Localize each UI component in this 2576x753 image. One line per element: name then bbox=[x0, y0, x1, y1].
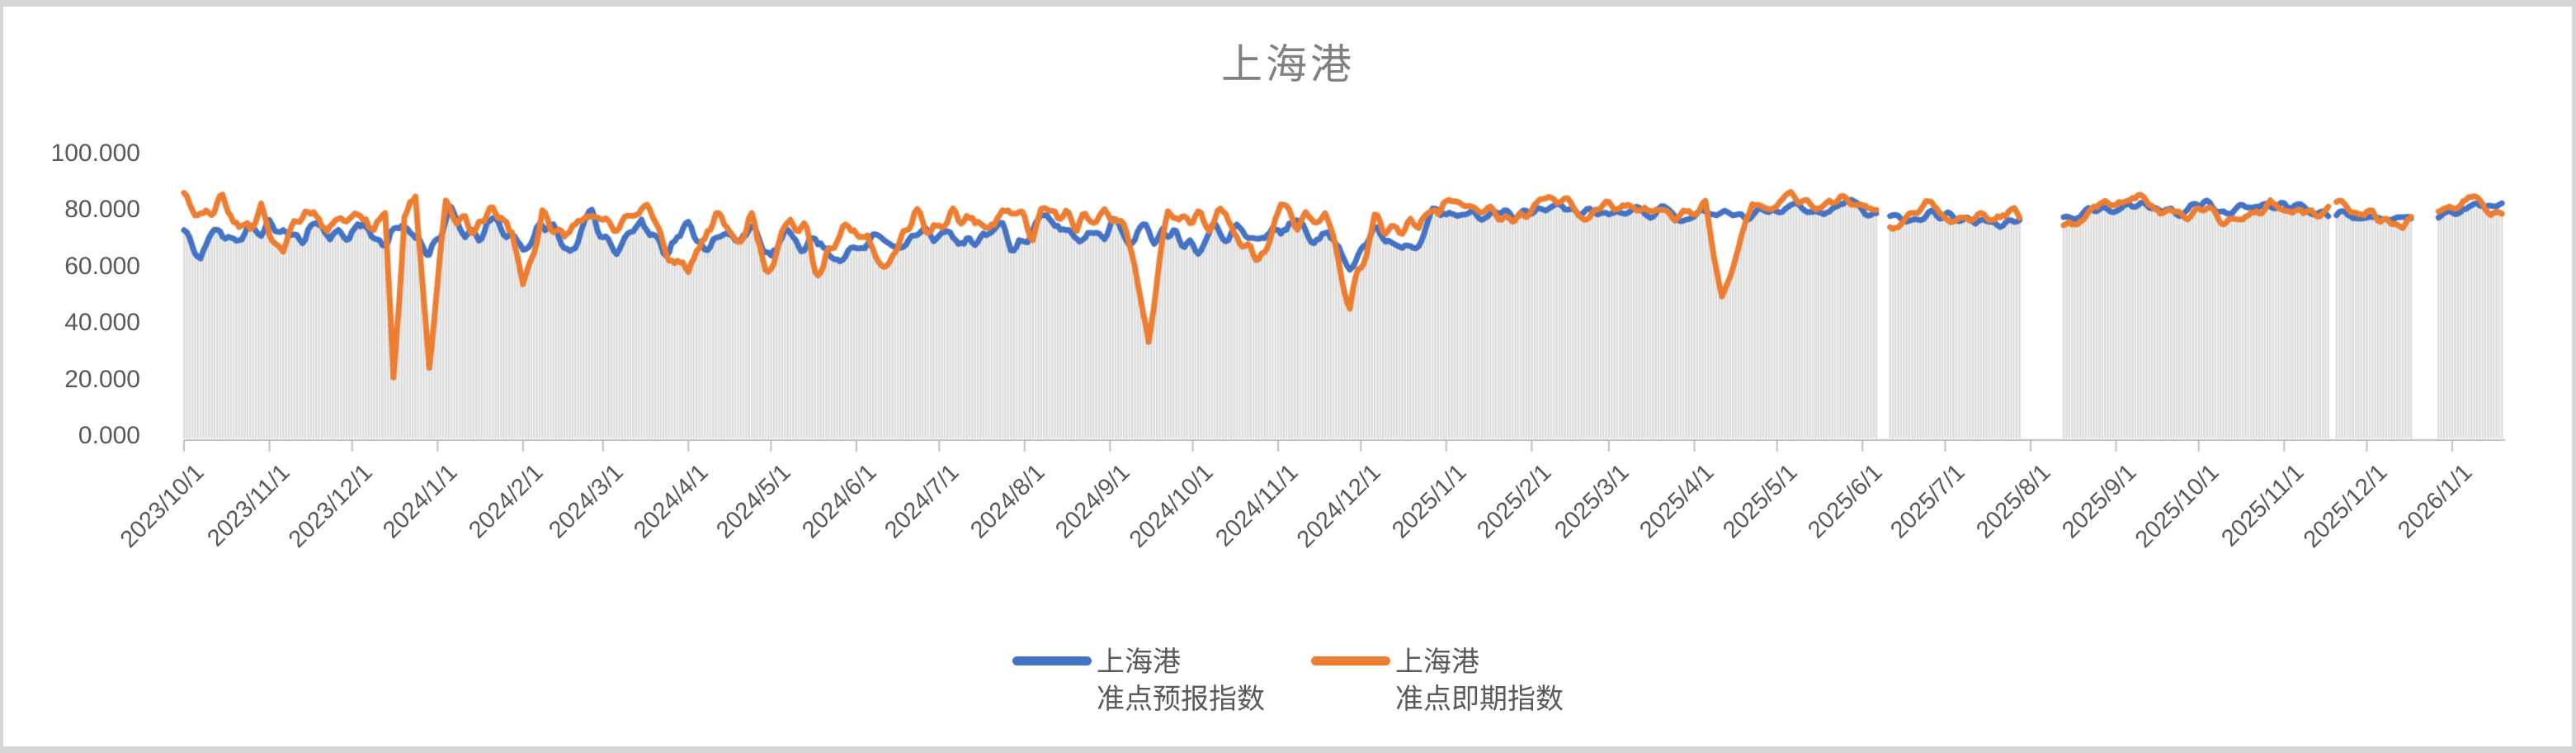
y-axis-tick-label: 20.000 bbox=[64, 365, 140, 393]
chart-title: 上海港 bbox=[1221, 41, 1355, 88]
legend: 上海港 准点预报指数 上海港 准点即期指数 bbox=[0, 644, 2576, 718]
y-axis-tick-label: 60.000 bbox=[64, 252, 140, 280]
legend-label-spot-line2: 准点即期指数 bbox=[1395, 684, 1564, 715]
forecast-series-swatch-icon bbox=[1012, 656, 1092, 665]
y-axis-tick-label: 0.000 bbox=[78, 422, 140, 449]
legend-label-spot: 上海港 准点即期指数 bbox=[1395, 644, 1564, 718]
legend-label-forecast-line1: 上海港 bbox=[1097, 646, 1181, 678]
legend-label-forecast-line2: 准点预报指数 bbox=[1097, 684, 1265, 715]
legend-item-forecast-index[interactable]: 上海港 准点预报指数 bbox=[1012, 644, 1265, 718]
y-axis-tick-label: 100.000 bbox=[50, 140, 140, 167]
legend-item-spot-index[interactable]: 上海港 准点即期指数 bbox=[1311, 644, 1564, 718]
y-axis-tick-label: 40.000 bbox=[64, 309, 140, 337]
legend-label-forecast: 上海港 准点预报指数 bbox=[1097, 644, 1265, 718]
spot-series-swatch-icon bbox=[1311, 656, 1390, 665]
legend-label-spot-line1: 上海港 bbox=[1395, 646, 1479, 678]
y-axis-tick-label: 80.000 bbox=[64, 196, 140, 224]
